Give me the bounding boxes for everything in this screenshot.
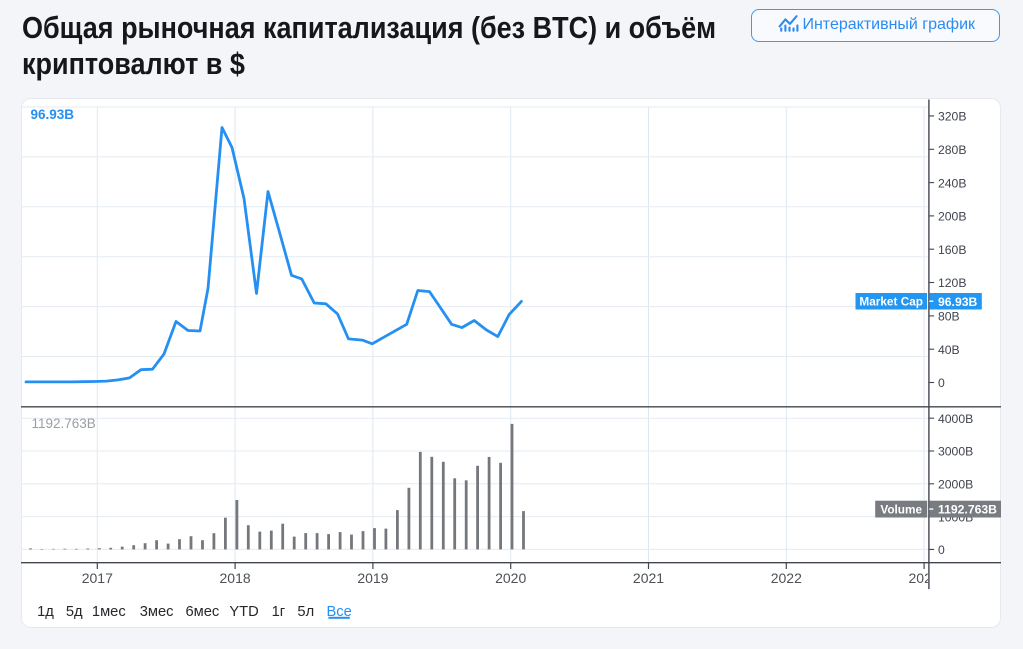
svg-text:2000B: 2000B [938,477,973,491]
svg-text:2020: 2020 [495,569,526,585]
svg-text:96.93B: 96.93B [938,294,977,308]
svg-text:5д: 5д [65,603,82,619]
svg-text:160B: 160B [938,242,966,256]
svg-text:240B: 240B [938,176,966,190]
svg-text:Все: Все [326,603,351,619]
svg-text:280B: 280B [938,143,966,157]
svg-text:200B: 200B [938,209,966,223]
svg-text:320B: 320B [938,109,966,123]
svg-text:5л: 5л [297,603,314,619]
svg-text:96.93B: 96.93B [30,106,74,121]
svg-text:2019: 2019 [357,569,388,585]
svg-text:YTD: YTD [229,603,258,619]
svg-text:0: 0 [938,376,945,390]
svg-text:4000B: 4000B [938,411,973,425]
svg-text:40B: 40B [938,342,960,356]
svg-text:2017: 2017 [81,569,112,585]
svg-text:1д: 1д [37,603,54,619]
svg-text:120B: 120B [938,276,966,290]
svg-text:Volume: Volume [880,502,922,516]
svg-text:80B: 80B [938,309,960,323]
svg-text:3000B: 3000B [938,444,973,458]
svg-text:2022: 2022 [770,569,801,585]
svg-text:3мес: 3мес [139,603,173,619]
svg-text:1г: 1г [271,603,285,619]
svg-text:1192.763B: 1192.763B [938,502,997,516]
svg-text:Market Cap: Market Cap [859,294,923,308]
svg-text:0: 0 [938,543,945,557]
svg-text:2021: 2021 [632,569,663,585]
svg-text:1192.763B: 1192.763B [31,415,95,430]
svg-text:6мес: 6мес [185,603,219,619]
svg-text:2018: 2018 [219,569,250,585]
svg-text:2023: 2023 [908,569,939,585]
svg-text:1мес: 1мес [91,603,125,619]
